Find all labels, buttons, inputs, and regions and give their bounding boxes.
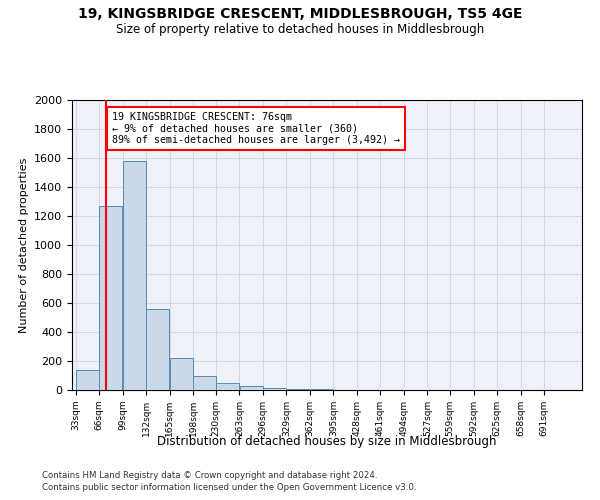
Text: Size of property relative to detached houses in Middlesbrough: Size of property relative to detached ho… [116,22,484,36]
Text: Contains HM Land Registry data © Crown copyright and database right 2024.: Contains HM Land Registry data © Crown c… [42,471,377,480]
Text: Distribution of detached houses by size in Middlesbrough: Distribution of detached houses by size … [157,435,497,448]
Bar [287,388,310,390]
Bar [100,206,122,390]
Y-axis label: Number of detached properties: Number of detached properties [19,158,29,332]
Bar [240,386,263,390]
Bar [193,376,215,390]
Bar [170,358,193,390]
Bar [76,370,99,390]
Bar [146,309,169,390]
Text: 19 KINGSBRIDGE CRESCENT: 76sqm
← 9% of detached houses are smaller (360)
89% of : 19 KINGSBRIDGE CRESCENT: 76sqm ← 9% of d… [112,112,400,145]
Bar [263,388,286,390]
Bar [123,161,146,390]
Text: Contains public sector information licensed under the Open Government Licence v3: Contains public sector information licen… [42,484,416,492]
Text: 19, KINGSBRIDGE CRESCENT, MIDDLESBROUGH, TS5 4GE: 19, KINGSBRIDGE CRESCENT, MIDDLESBROUGH,… [78,8,522,22]
Bar [216,384,239,390]
